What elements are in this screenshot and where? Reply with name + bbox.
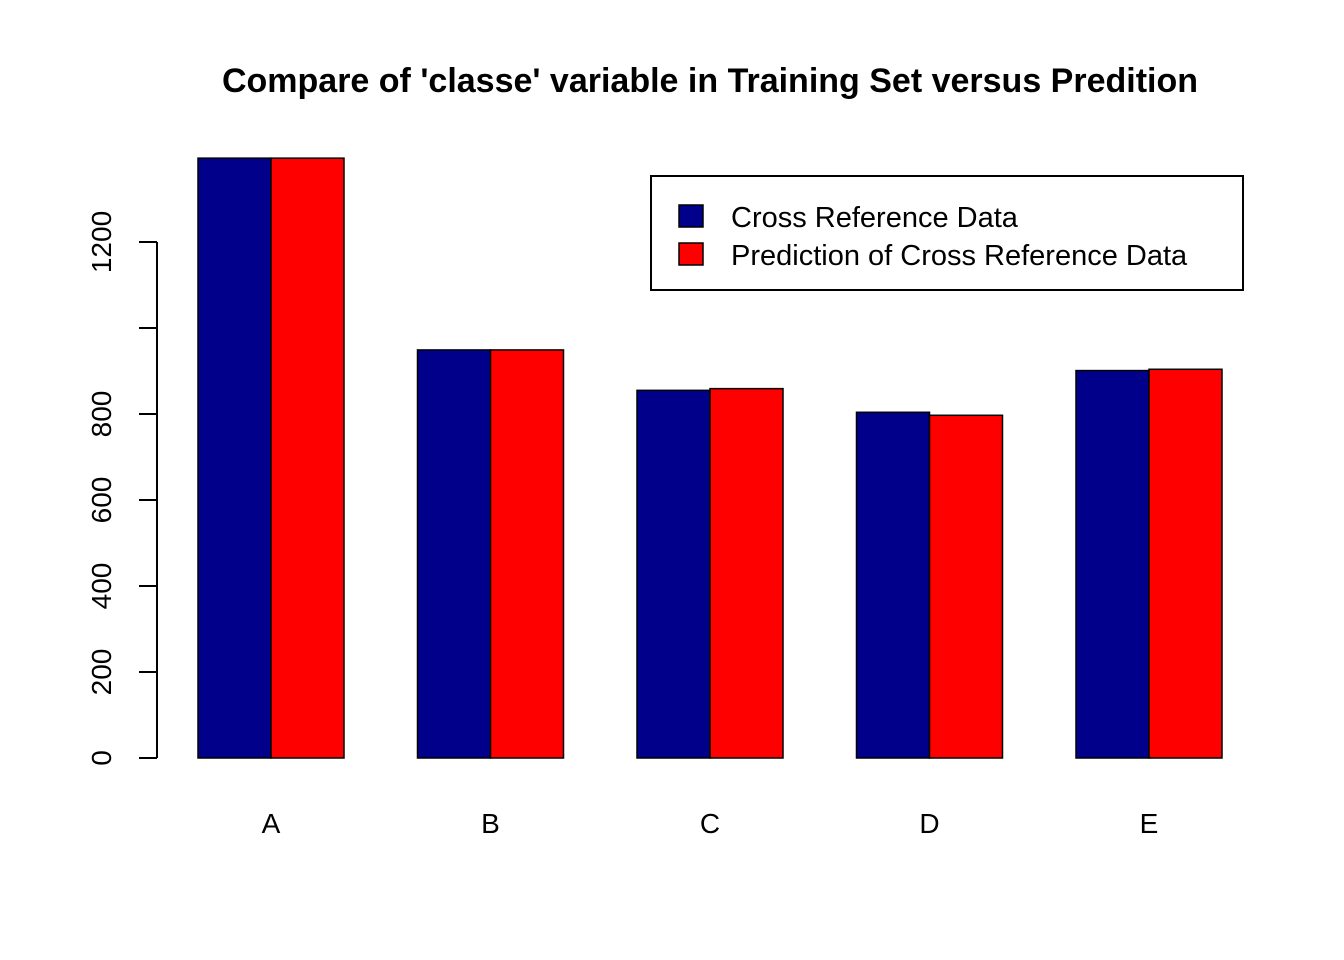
x-tick-label-E: E xyxy=(1140,808,1159,839)
legend-box xyxy=(650,175,1244,291)
y-tick-label: 400 xyxy=(86,563,117,610)
bar-B-series-0 xyxy=(416,349,492,759)
bars-group xyxy=(197,157,1223,759)
y-axis: 0 200 400 600 800 1200 xyxy=(86,211,158,766)
legend-label-prediction: Prediction of Cross Reference Data xyxy=(731,240,1188,272)
bar-A-series-1 xyxy=(270,157,345,759)
x-tick-label-A: A xyxy=(262,808,281,839)
x-tick-label-D: D xyxy=(919,808,939,839)
legend-swatch-cross-reference xyxy=(678,204,704,228)
bar-E-series-0 xyxy=(1075,369,1150,759)
legend-swatch-prediction xyxy=(678,242,704,266)
legend-label-cross-reference: Cross Reference Data xyxy=(731,202,1019,234)
bar-D-series-0 xyxy=(855,411,931,759)
legend: Cross Reference Data Prediction of Cross… xyxy=(650,175,1244,291)
y-tick-label: 1200 xyxy=(86,211,117,273)
bar-C-series-0 xyxy=(636,389,711,759)
chart-title: Compare of 'classe' variable in Training… xyxy=(222,62,1198,100)
x-tick-label-B: B xyxy=(481,808,500,839)
bar-A-series-0 xyxy=(197,157,272,759)
y-tick-label: 200 xyxy=(86,649,117,696)
bar-E-series-1 xyxy=(1148,368,1223,759)
x-tick-label-C: C xyxy=(700,808,720,839)
x-tick-labels: A B C D E xyxy=(262,808,1159,839)
bar-B-series-1 xyxy=(489,349,565,759)
y-tick-label: 0 xyxy=(86,750,117,766)
bar-D-series-1 xyxy=(928,414,1004,759)
y-tick-label: 800 xyxy=(86,391,117,438)
bar-C-series-1 xyxy=(709,387,784,759)
y-tick-label: 600 xyxy=(86,477,117,524)
